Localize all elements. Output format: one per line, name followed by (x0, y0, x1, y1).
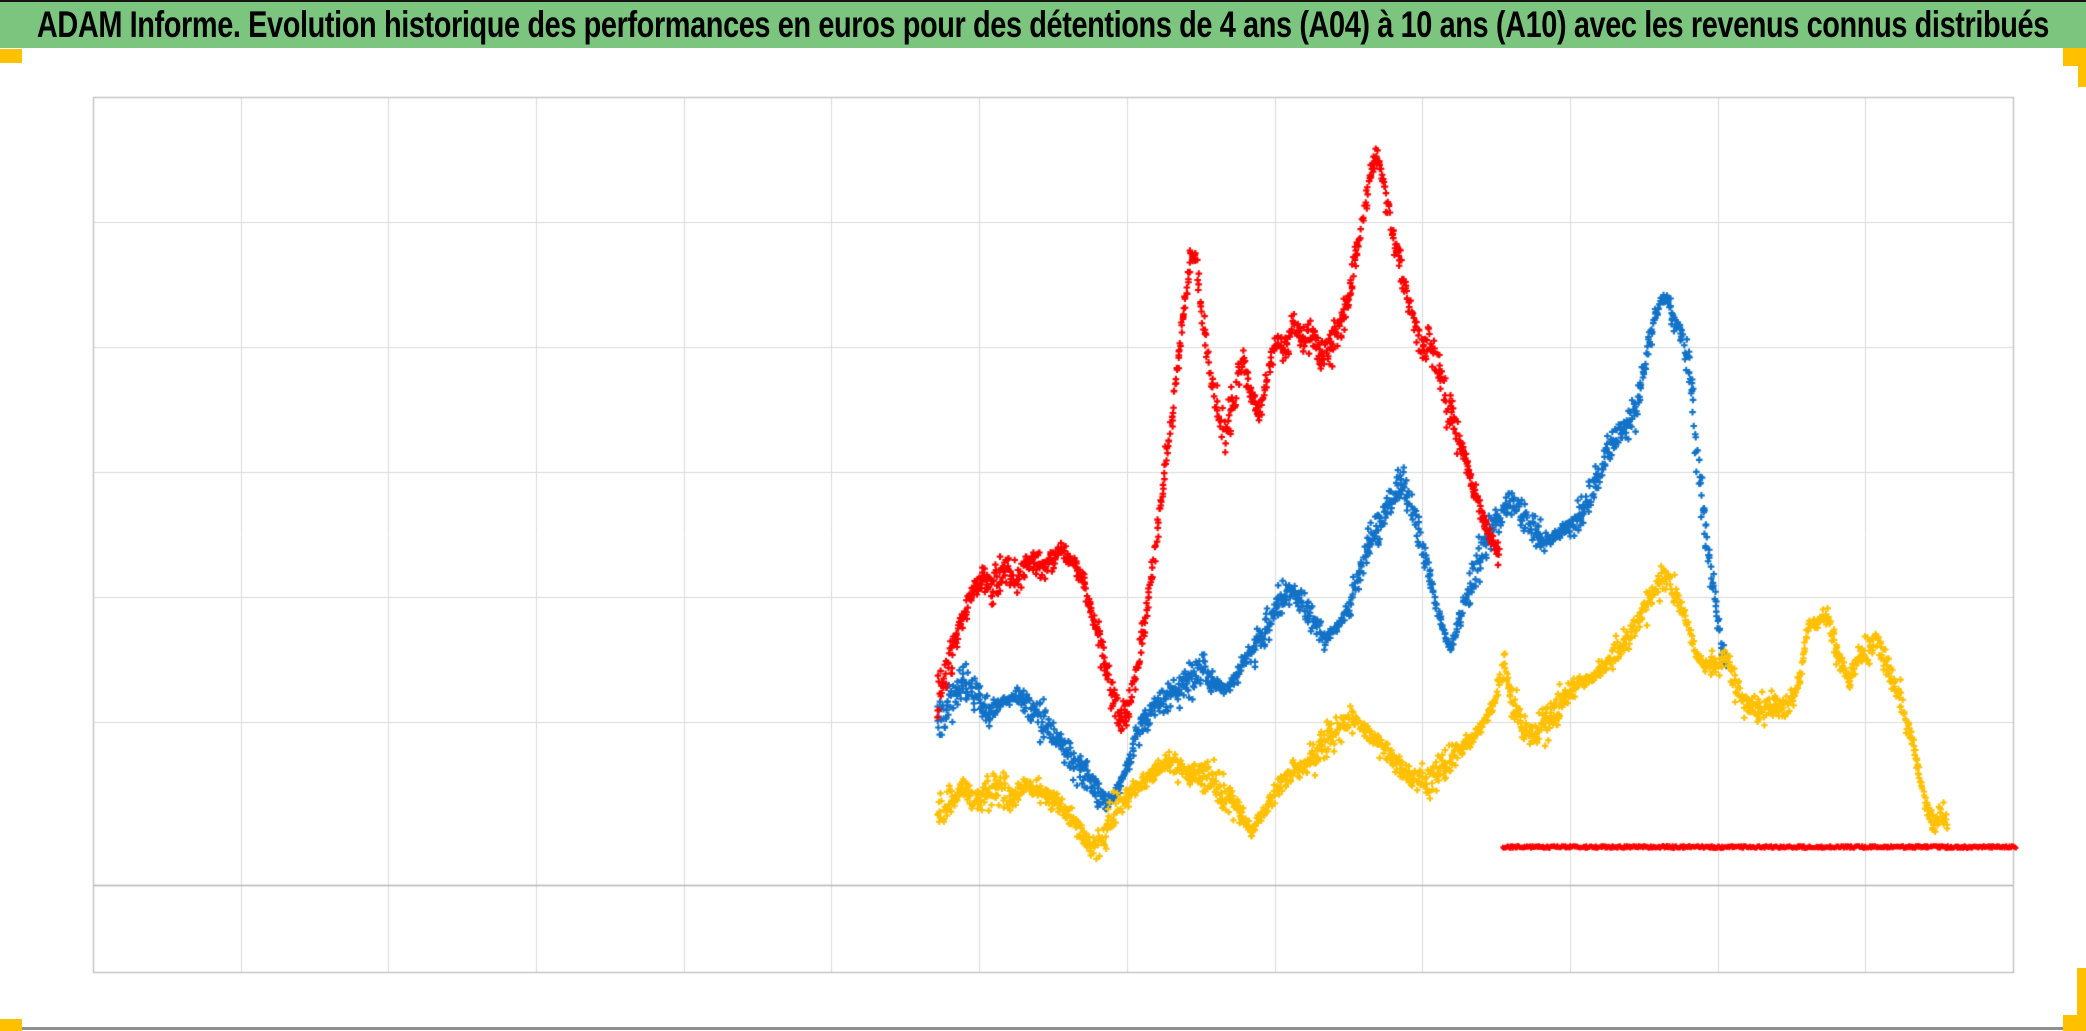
print-area-corner-top-left-mark (0, 49, 22, 63)
page-bottom-rule (0, 1027, 2086, 1030)
print-area-corner-top-right-mark (2063, 48, 2086, 87)
print-area-corner-bottom-left-mark (0, 1019, 22, 1031)
print-area-corner-bottom-right-mark (2063, 968, 2086, 1031)
title-bar: ADAM Informe. Evolution historique des p… (0, 0, 2086, 48)
chart-title: ADAM Informe. Evolution historique des p… (37, 4, 2050, 45)
